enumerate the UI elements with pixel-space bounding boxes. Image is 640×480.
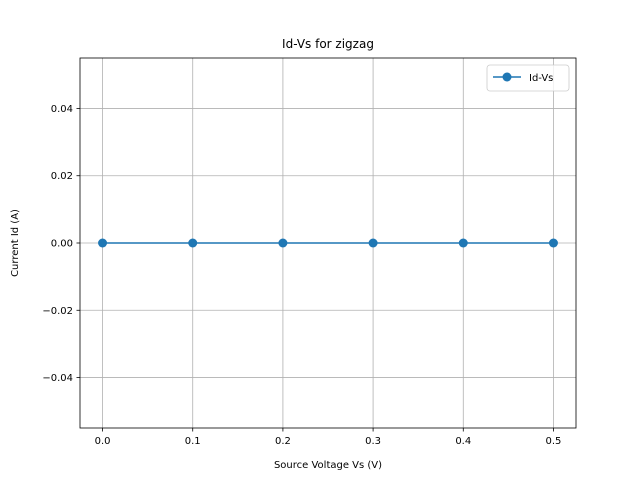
plot-series [98,238,558,248]
y-tick-label: −0.02 [42,306,73,317]
data-point [368,238,378,248]
x-tick-label: 0.3 [365,436,381,447]
legend-box [486,64,570,92]
y-tick-label: 0.00 [51,239,73,250]
y-axis-label: Current Id (A) [10,209,21,277]
x-tick-label: 0.0 [95,436,111,447]
ticks: 0.0 0.1 0.2 0.3 0.4 0.5 −0.04 −0.02 0.00 0.02 0.04 [42,104,561,447]
x-tick-label: 0.4 [455,436,471,447]
x-tick-label: 0.5 [546,436,562,447]
data-point [278,238,288,248]
data-point [188,238,198,248]
y-tick-label: −0.04 [42,373,73,384]
x-axis-label: Source Voltage Vs (V) [274,460,382,471]
data-point [98,238,108,248]
y-tick-label: 0.02 [51,171,73,182]
x-tick-label: 0.1 [185,436,201,447]
data-point [458,238,468,248]
legend: Id-Vs [486,64,570,92]
y-tick-label: 0.04 [51,104,73,115]
legend-label: Id-Vs [529,73,553,84]
x-tick-label: 0.2 [275,436,291,447]
chart-title: Id-Vs for zigzag [282,37,374,51]
legend-marker [502,72,512,82]
data-point [548,238,558,248]
